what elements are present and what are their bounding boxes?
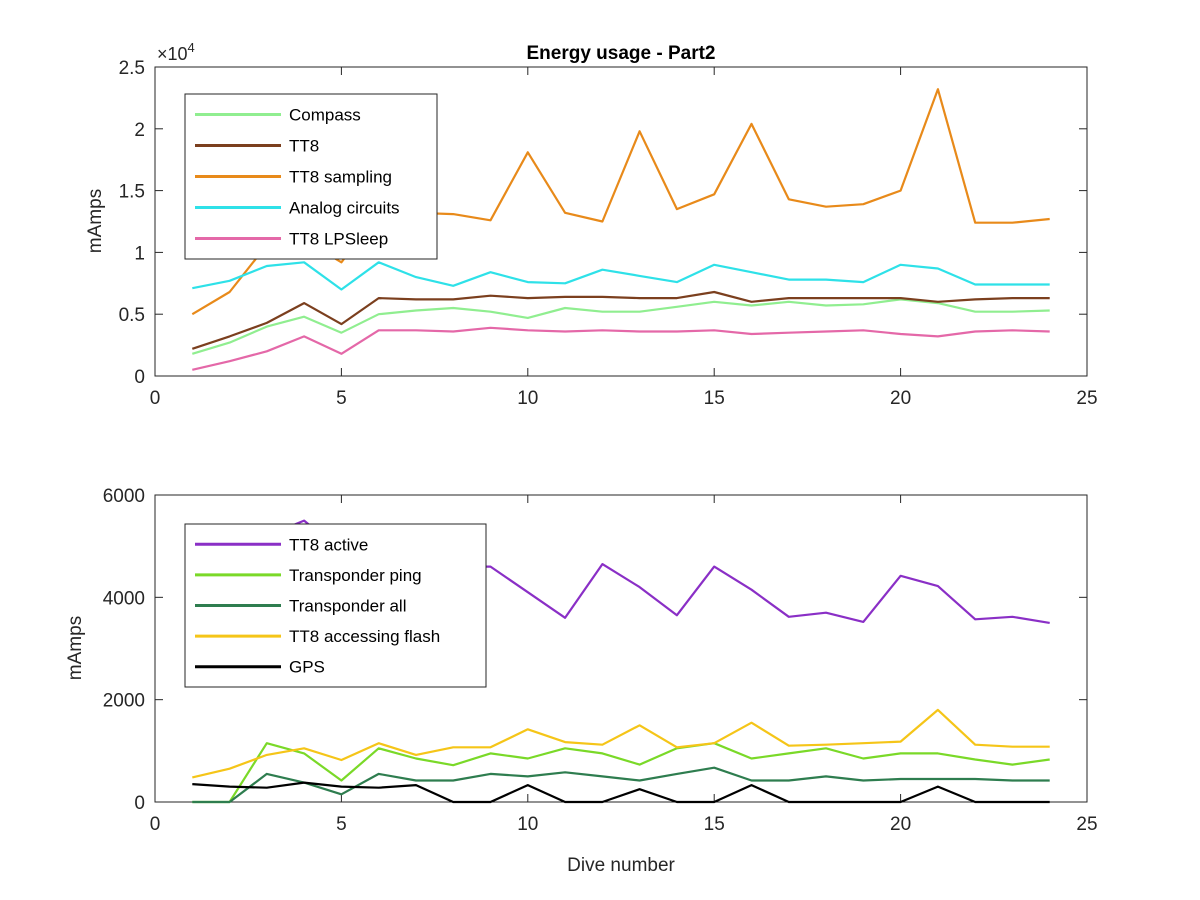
chart-energy-part2-top: Energy usage - Part2 mAmps ×104 0 5 10 15 20… <box>85 40 1098 409</box>
x-tick-label: 10 <box>517 814 538 835</box>
y-tick-label: 4000 <box>103 588 145 609</box>
y-tick-label: 2 <box>134 120 145 141</box>
y-tick-label: 1 <box>134 243 145 264</box>
x-tick-label: 25 <box>1076 388 1097 409</box>
axis-ticks: 0 5 10 15 20 25 0 2000 4000 6000 <box>103 486 1098 835</box>
series-line-tt8 <box>191 290 1050 350</box>
series-line-gps <box>192 781 1050 804</box>
x-tick-label: 0 <box>150 388 161 409</box>
series-line-transponder-all <box>192 766 1050 804</box>
legend-label-compass: Compass <box>289 106 361 125</box>
series-line-compass <box>191 298 1050 355</box>
axis-exponent-multiplier: ×104 <box>157 40 195 64</box>
y-tick-label: 1.5 <box>119 182 145 203</box>
legend-label-transponder-ping: Transponder ping <box>289 566 422 585</box>
y-tick-label: 0.5 <box>119 305 145 326</box>
chart-energy-part2-bottom: mAmps Dive number 0 5 10 15 20 25 0 2000 4000 600… <box>65 486 1098 876</box>
x-tick-label: 15 <box>704 814 725 835</box>
series-line-tt8-lpsleep <box>192 326 1050 371</box>
x-tick-label: 20 <box>890 814 911 835</box>
legend-label-tt8-accessing-flash: TT8 accessing flash <box>289 627 440 646</box>
x-axis-label: Dive number <box>567 855 675 876</box>
legend-label-tt8-sampling: TT8 sampling <box>289 168 392 187</box>
series-line-transponder-ping <box>192 742 1050 804</box>
y-axis-label: mAmps <box>85 189 106 253</box>
multiplier-text: ×10 <box>157 44 188 64</box>
y-tick-label: 0 <box>134 367 145 388</box>
legend-label-tt8-active: TT8 active <box>289 535 368 554</box>
chart-title: Energy usage - Part2 <box>526 43 715 64</box>
y-tick-label: 6000 <box>103 486 145 507</box>
axis-ticks: 0 5 10 15 20 25 0 0.5 1 1.5 2 2.5 <box>119 58 1098 409</box>
x-tick-label: 0 <box>150 814 161 835</box>
series-line-analog-circuits <box>192 261 1050 291</box>
x-tick-label: 5 <box>336 814 347 835</box>
x-tick-label: 25 <box>1076 814 1097 835</box>
x-tick-label: 15 <box>704 388 725 409</box>
legend: TT8 active Transponder ping Transponder al… <box>184 523 487 688</box>
y-tick-label: 2000 <box>103 691 145 712</box>
series-group <box>191 519 1050 804</box>
legend-label-analog-circuits: Analog circuits <box>289 199 400 218</box>
x-tick-label: 20 <box>890 388 911 409</box>
exponent-text: 4 <box>188 40 195 55</box>
series-line-tt8-accessing-flash <box>192 708 1050 779</box>
legend-label-gps: GPS <box>289 658 325 677</box>
y-tick-label: 0 <box>134 793 145 814</box>
x-tick-label: 5 <box>336 388 347 409</box>
legend-label-tt8: TT8 <box>289 137 319 156</box>
y-axis-label: mAmps <box>65 616 86 680</box>
legend-label-transponder-all: Transponder all <box>289 597 407 616</box>
legend-label-tt8-lpsleep: TT8 LPSleep <box>289 230 388 249</box>
legend: Compass TT8 TT8 sampling Analog circuits TT8… <box>184 93 438 260</box>
x-tick-label: 10 <box>517 388 538 409</box>
y-tick-label: 2.5 <box>119 58 145 79</box>
